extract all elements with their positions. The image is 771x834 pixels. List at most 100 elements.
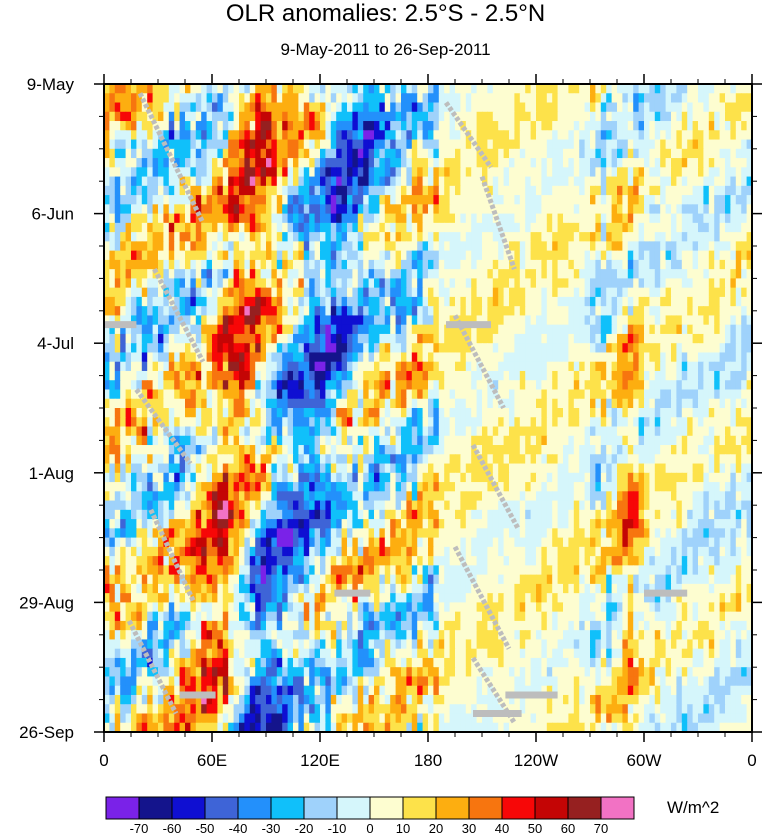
- field-cell: [482, 296, 488, 307]
- field-cell: [590, 139, 596, 150]
- field-cell: [303, 167, 310, 178]
- field-cell: [514, 176, 521, 187]
- field-cell: [233, 445, 240, 455]
- field-cell: [379, 139, 386, 150]
- field-cell: [422, 93, 429, 104]
- field-cell: [627, 176, 634, 187]
- field-cell: [725, 435, 731, 446]
- field-cell: [357, 93, 364, 104]
- field-cell: [428, 435, 434, 446]
- field-cell: [352, 361, 359, 372]
- field-cell: [487, 343, 494, 354]
- field-cell: [449, 352, 456, 363]
- field-cell: [125, 195, 132, 205]
- field-cell: [158, 195, 164, 205]
- field-cell: [546, 185, 553, 196]
- field-cell: [665, 222, 672, 233]
- field-cell: [708, 435, 715, 446]
- field-cell: [617, 250, 623, 261]
- field-cell: [206, 361, 213, 372]
- field-cell: [492, 417, 499, 428]
- field-cell: [131, 213, 137, 224]
- field-cell: [260, 463, 267, 474]
- field-cell: [179, 185, 186, 196]
- field-cell: [201, 463, 208, 474]
- field-cell: [141, 361, 148, 372]
- field-cell: [714, 426, 721, 437]
- field-cell: [255, 130, 262, 141]
- field-cell: [114, 195, 121, 205]
- field-cell: [514, 222, 521, 233]
- field-cell: [444, 130, 451, 141]
- field-cell: [185, 398, 191, 409]
- field-cell: [109, 222, 116, 233]
- field-cell: [449, 454, 456, 465]
- field-cell: [217, 454, 224, 465]
- field-cell: [114, 269, 121, 279]
- field-cell: [363, 176, 370, 187]
- field-cell: [314, 389, 321, 400]
- field-cell: [357, 130, 364, 141]
- field-cell: [104, 445, 110, 455]
- field-cell: [681, 111, 688, 122]
- field-cell: [401, 102, 407, 113]
- field-cell: [708, 102, 715, 113]
- field-cell: [681, 426, 688, 437]
- field-cell: [563, 315, 569, 326]
- field-cell: [525, 158, 532, 168]
- field-cell: [352, 241, 359, 252]
- field-cell: [665, 287, 672, 298]
- field-cell: [179, 343, 186, 354]
- field-cell: [514, 111, 521, 122]
- field-cell: [131, 380, 137, 391]
- field-cell: [185, 259, 191, 270]
- field-cell: [179, 445, 186, 455]
- field-cell: [152, 380, 159, 391]
- field-cell: [487, 84, 494, 94]
- field-cell: [622, 370, 629, 381]
- field-cell: [708, 195, 715, 205]
- field-cell: [147, 296, 154, 307]
- field-cell: [519, 343, 526, 354]
- field-cell: [222, 296, 229, 307]
- field-cell: [579, 93, 586, 104]
- field-cell: [600, 389, 607, 400]
- field-cell: [568, 352, 575, 363]
- field-cell: [314, 315, 321, 326]
- field-cell: [390, 176, 397, 187]
- field-cell: [336, 435, 343, 446]
- field-cell: [465, 204, 472, 215]
- field-cell: [217, 139, 224, 150]
- field-cell: [725, 343, 731, 354]
- field-cell: [217, 333, 224, 344]
- field-cell: [563, 232, 569, 242]
- field-cell: [671, 130, 677, 141]
- field-cell: [579, 185, 586, 196]
- field-cell: [455, 195, 461, 205]
- field-cell: [665, 343, 672, 354]
- field-cell: [179, 454, 186, 465]
- field-cell: [228, 176, 235, 187]
- field-cell: [471, 398, 478, 409]
- field-cell: [725, 204, 731, 215]
- field-cell: [708, 398, 715, 409]
- field-cell: [735, 222, 742, 233]
- field-cell: [530, 417, 537, 428]
- field-cell: [541, 121, 548, 131]
- field-cell: [309, 111, 316, 122]
- field-cell: [384, 315, 391, 326]
- field-cell: [617, 102, 623, 113]
- field-cell: [233, 259, 240, 270]
- field-cell: [185, 213, 191, 224]
- field-cell: [660, 306, 667, 317]
- field-cell: [271, 195, 278, 205]
- field-cell: [271, 463, 278, 474]
- field-cell: [584, 102, 591, 113]
- field-cell: [584, 454, 591, 465]
- field-cell: [309, 389, 316, 400]
- field-cell: [179, 287, 186, 298]
- field-cell: [638, 389, 645, 400]
- field-cell: [455, 315, 461, 326]
- field-cell: [384, 426, 391, 437]
- field-cell: [530, 333, 537, 344]
